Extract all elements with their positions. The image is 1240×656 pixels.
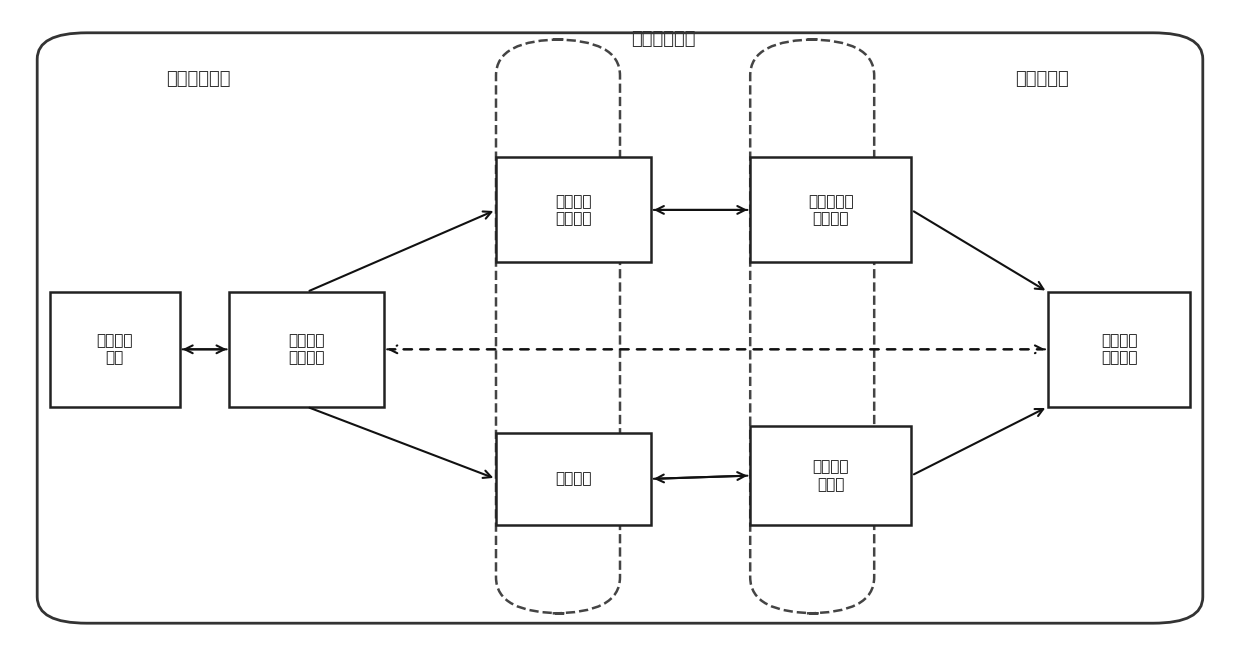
Text: 仿真分析
模型: 仿真分析 模型 bbox=[97, 333, 133, 365]
Text: 数字化检
测系统: 数字化检 测系统 bbox=[812, 459, 849, 492]
FancyBboxPatch shape bbox=[1048, 292, 1190, 407]
Text: 数字化生产
运维系统: 数字化生产 运维系统 bbox=[808, 194, 853, 226]
Text: 厂务功能
定义模型: 厂务功能 定义模型 bbox=[289, 333, 325, 365]
Text: 生产运维
流程模型: 生产运维 流程模型 bbox=[556, 194, 591, 226]
Text: 信息物理系统: 信息物理系统 bbox=[631, 30, 696, 49]
Text: 厂务远程
运维系统: 厂务远程 运维系统 bbox=[1101, 333, 1137, 365]
FancyBboxPatch shape bbox=[496, 433, 651, 525]
FancyBboxPatch shape bbox=[496, 157, 651, 262]
Text: 数字生产线: 数字生产线 bbox=[1014, 70, 1069, 88]
FancyBboxPatch shape bbox=[750, 426, 911, 525]
FancyBboxPatch shape bbox=[50, 292, 180, 407]
FancyBboxPatch shape bbox=[750, 157, 911, 262]
Text: 检测模型: 检测模型 bbox=[556, 472, 591, 486]
Text: 数字孪生模型: 数字孪生模型 bbox=[166, 70, 231, 88]
FancyBboxPatch shape bbox=[37, 33, 1203, 623]
FancyBboxPatch shape bbox=[229, 292, 384, 407]
